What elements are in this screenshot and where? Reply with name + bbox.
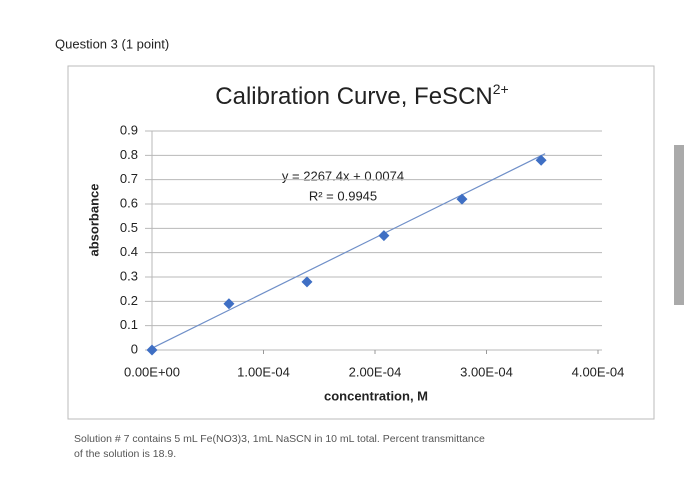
x-tick-label: 1.00E-04 <box>237 364 290 379</box>
data-point <box>146 344 158 356</box>
data-point <box>378 230 390 242</box>
y-tick-label: 0.8 <box>120 147 138 162</box>
scrollbar <box>674 145 684 305</box>
y-tick-label: 0.7 <box>120 171 138 186</box>
y-tick-label: 0.3 <box>120 268 138 283</box>
trendline <box>151 153 546 349</box>
title-superscript: 2+ <box>493 81 509 97</box>
y-tick-label: 0.2 <box>120 293 138 308</box>
question-header: Question 3 (1 point) <box>55 36 169 51</box>
title-main: Calibration Curve, FeSCN <box>215 83 492 110</box>
y-tick-label: 0.6 <box>120 195 138 210</box>
y-tick-label: 0 <box>131 341 138 356</box>
r-squared: R² = 0.9945 <box>309 188 377 203</box>
y-tick-label: 0.9 <box>120 122 138 137</box>
x-tick-label: 0.00E+00 <box>124 364 180 379</box>
data-point <box>456 193 468 205</box>
x-tick-label: 4.00E-04 <box>572 364 625 379</box>
chart-frame <box>67 65 655 420</box>
data-point <box>535 154 547 166</box>
y-tick-label: 0.1 <box>120 317 138 332</box>
trend-equation: y = 2267.4x + 0.0074 <box>282 168 404 183</box>
note-box: Solution # 7 contains 5 mL Fe(NO3)3, 1mL… <box>74 433 485 460</box>
y-tick-label: 0.5 <box>120 220 138 235</box>
note: Solution # 7 contains 5 mL Fe(NO3)3, 1mL… <box>74 433 485 460</box>
x-axis-title: concentration, M <box>324 388 428 403</box>
chart-title: Calibration Curve, FeSCN2+ <box>215 81 508 111</box>
x-tick-label: 3.00E-04 <box>460 364 513 379</box>
y-axis-title: absorbance <box>86 184 101 257</box>
data-point <box>223 298 235 310</box>
y-tick-label: 0.4 <box>120 244 138 259</box>
data-point <box>301 276 313 288</box>
x-tick-label: 2.00E-04 <box>349 364 402 379</box>
